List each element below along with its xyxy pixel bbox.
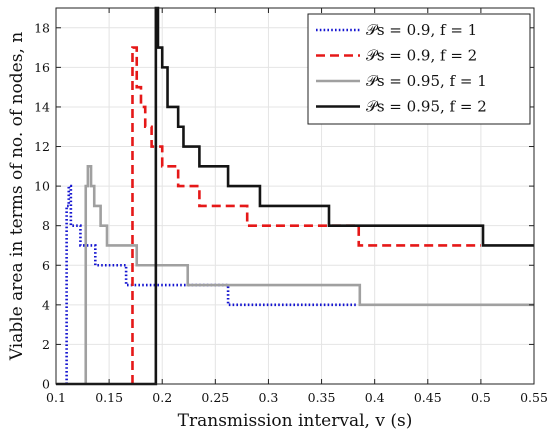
series-ps09-f2 — [131, 46, 481, 384]
legend-label: 𝒫s = 0.9, f = 2 — [366, 47, 477, 65]
series-ps09-f1 — [65, 184, 358, 384]
legend-label: 𝒫s = 0.95, f = 2 — [366, 98, 487, 116]
x-tick-label: 0.3 — [258, 390, 278, 405]
y-tick-label: 18 — [34, 20, 50, 35]
legend-label: 𝒫s = 0.9, f = 1 — [366, 21, 477, 39]
y-tick-label: 14 — [34, 99, 50, 114]
legend: 𝒫s = 0.9, f = 1 𝒫s = 0.9, f = 2 𝒫s = 0.95,… — [307, 13, 531, 125]
legend-label: 𝒫s = 0.95, f = 1 — [366, 72, 487, 90]
y-tick-label: 4 — [42, 297, 50, 312]
y-tick-label: 10 — [34, 179, 50, 194]
x-axis-label: Transmission interval, v (s) — [178, 411, 413, 431]
y-tick-label: 2 — [42, 337, 50, 352]
tick-labels: 0.1 0.15 0.2 0.25 0.3 0.35 0.4 0.45 0.5 0.55 0 2 4 6 8… — [34, 20, 548, 405]
x-tick-label: 0.4 — [365, 390, 385, 405]
x-tick-label: 0.1 — [46, 390, 66, 405]
x-tick-label: 0.35 — [308, 390, 336, 405]
series-ps095-f2 — [56, 6, 534, 386]
y-axis-label: Viable area in terms of no. of nodes, n — [7, 32, 27, 361]
x-tick-label: 0.15 — [95, 390, 123, 405]
ticks — [55, 8, 535, 385]
x-tick-label: 0.45 — [414, 390, 442, 405]
y-tick-label: 8 — [42, 218, 50, 233]
x-tick-label: 0.5 — [471, 390, 491, 405]
series-layer — [56, 6, 534, 386]
x-tick-label: 0.25 — [201, 390, 229, 405]
y-tick-label: 16 — [34, 60, 50, 75]
y-tick-label: 6 — [42, 258, 50, 273]
plot-frame — [55, 7, 535, 385]
y-tick-label: 0 — [42, 377, 50, 392]
x-tick-label: 0.2 — [152, 390, 172, 405]
x-tick-label: 0.55 — [520, 390, 548, 405]
series-ps095-f1 — [84, 165, 534, 384]
y-tick-label: 12 — [34, 139, 50, 154]
